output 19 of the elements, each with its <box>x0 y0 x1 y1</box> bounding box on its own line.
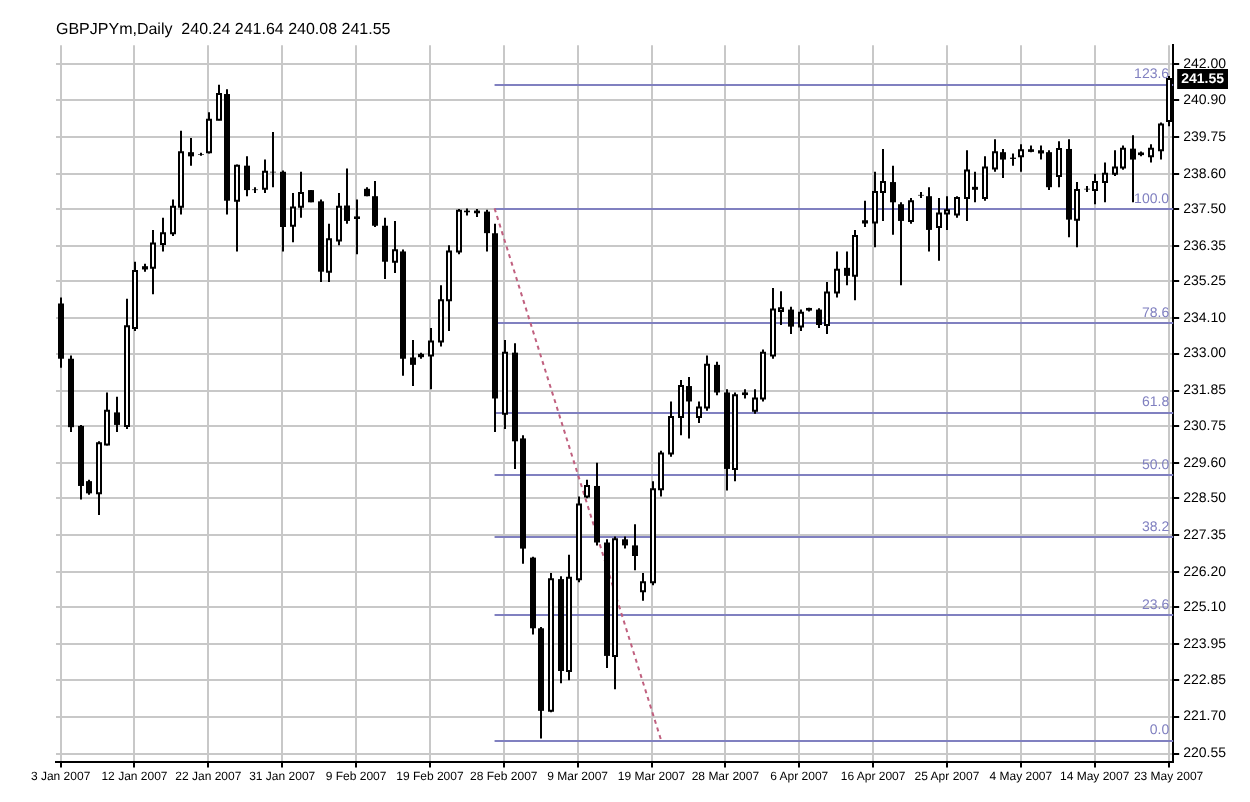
candlestick <box>114 395 120 433</box>
candlestick <box>372 180 378 229</box>
candlestick <box>188 137 194 167</box>
candlestick <box>714 360 720 397</box>
candlestick <box>1130 134 1136 204</box>
candlestick <box>484 208 490 253</box>
candlestick <box>1046 149 1052 192</box>
candlestick <box>244 155 250 198</box>
candlestick <box>354 198 360 256</box>
candlestick <box>686 376 692 440</box>
candlestick <box>382 216 388 281</box>
candlestick <box>1000 147 1006 179</box>
candlestick <box>898 201 904 287</box>
candlestick <box>890 164 896 236</box>
candlestick <box>410 339 416 388</box>
chart-title: GBPJPYm,Daily 240.24 241.64 240.08 241.55 <box>56 20 392 39</box>
candlestick <box>926 186 932 253</box>
candlestick <box>632 523 638 572</box>
candlestick <box>788 305 794 336</box>
